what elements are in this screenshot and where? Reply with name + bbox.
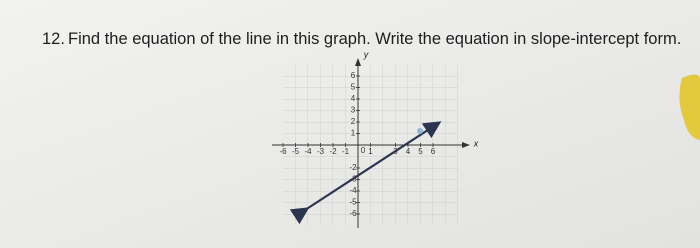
yellow-object (679, 74, 700, 140)
y-tick-label: -3 (349, 175, 357, 184)
x-axis-name: x (473, 138, 479, 148)
x-tick-label: 4 (406, 147, 411, 156)
x-arrow (462, 142, 470, 148)
x-tick-label: -6 (279, 147, 287, 156)
x-tick-label: -3 (317, 147, 325, 156)
x-tick-label: -1 (342, 147, 350, 156)
x-tick-label: -4 (304, 147, 312, 156)
x-tick-label: -2 (329, 147, 337, 156)
y-tick-label: -4 (349, 186, 357, 195)
x-tick-label: -5 (292, 147, 300, 156)
point (417, 128, 423, 134)
y-tick-label: 1 (351, 129, 356, 138)
y-tick-label: -5 (349, 198, 357, 207)
x-tick-label: 5 (418, 147, 423, 156)
x-tick-label: 3 (393, 147, 398, 156)
x-tick-label: 6 (431, 147, 436, 156)
y-tick-label: 3 (351, 106, 356, 115)
y-tick-label: 4 (351, 94, 356, 103)
y-tick-label: 2 (351, 117, 356, 126)
y-tick-label: -6 (349, 209, 357, 218)
y-tick-label: 5 (351, 83, 356, 92)
y-tick-label: -2 (349, 163, 357, 172)
origin-label: 0 (361, 146, 366, 155)
question-text: Find the equation of the line in this gr… (68, 30, 681, 48)
y-arrow (355, 58, 361, 66)
graph-line (289, 121, 442, 225)
y-tick-label: 6 (351, 71, 356, 80)
y-axis-name: y (363, 49, 369, 59)
question-number: 12. (42, 30, 65, 48)
x-tick-label: 1 (368, 147, 373, 156)
